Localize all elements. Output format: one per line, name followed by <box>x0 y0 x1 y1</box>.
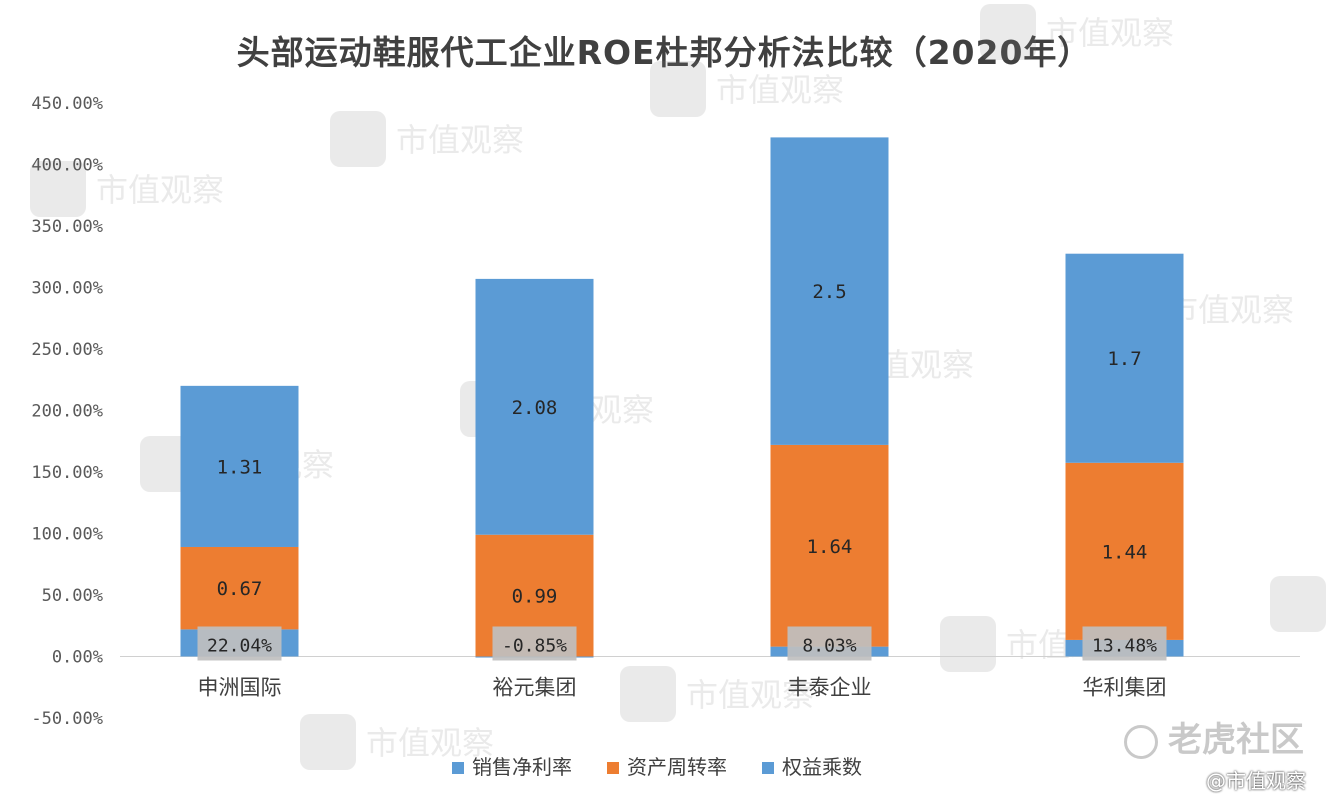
watermark-logo-icon <box>30 161 86 217</box>
chart-title: 头部运动鞋服代工企业ROE杜邦分析法比较（2020年） <box>236 33 1092 72</box>
data-label: 1.44 <box>1102 541 1148 563</box>
watermark-logo-icon <box>1270 576 1326 632</box>
data-label: 2.08 <box>512 397 558 419</box>
y-tick-label: 350.00% <box>31 217 103 237</box>
legend-swatch <box>452 762 464 774</box>
watermark-text: 市值观察 <box>1166 291 1294 329</box>
legend-swatch <box>762 762 774 774</box>
data-label-box <box>197 626 282 661</box>
y-tick-label: 400.00% <box>31 156 103 176</box>
watermark-logo-icon <box>980 4 1036 60</box>
watermark: 市值观察 <box>650 61 844 117</box>
watermark-text: 市值观察 <box>96 171 224 209</box>
watermark-text: 市值观察 <box>1046 14 1174 52</box>
watermark: 市值观察 <box>620 666 814 722</box>
y-tick-label: 300.00% <box>31 279 103 299</box>
y-tick-label: -50.00% <box>31 709 103 729</box>
watermark: 市值观察 <box>330 111 524 167</box>
watermark-text: 市值观察 <box>686 676 814 714</box>
data-label: -0.85% <box>502 636 567 657</box>
watermark-logo-icon <box>650 61 706 117</box>
data-label: 2.5 <box>812 281 846 303</box>
y-tick-label: 0.00% <box>52 648 103 668</box>
x-category-label: 裕元集团 <box>493 676 577 700</box>
data-label: 1.31 <box>217 456 263 478</box>
watermark: 市值观察 <box>980 4 1174 60</box>
bar-segment <box>770 444 889 647</box>
x-category-label: 申洲国际 <box>198 676 282 700</box>
data-label-box <box>787 626 872 661</box>
watermark-text: 市值观察 <box>396 121 524 159</box>
bar-segment <box>1065 462 1184 640</box>
watermark-logo-icon <box>620 666 676 722</box>
forum-watermark: 老虎社区 <box>1124 712 1304 761</box>
forum-name: 老虎社区 <box>1168 720 1304 760</box>
bar-segment <box>770 137 889 445</box>
bar-segment <box>180 546 299 630</box>
watermark: 市值观察 <box>30 161 224 217</box>
bar-segment <box>1065 253 1184 463</box>
tiger-logo-icon <box>1124 724 1158 759</box>
y-tick-label: 100.00% <box>31 525 103 545</box>
watermark-logo-icon <box>300 714 356 770</box>
legend-label: 销售净利率 <box>472 755 572 779</box>
y-tick-label: 250.00% <box>31 340 103 360</box>
watermark: 市值观察 <box>1270 576 1326 632</box>
data-label: 13.48% <box>1092 636 1157 657</box>
data-label: 1.7 <box>1107 348 1141 370</box>
watermark-logo-icon <box>940 616 996 672</box>
data-label: 22.04% <box>207 636 272 657</box>
data-label: 0.67 <box>217 578 263 600</box>
data-label: 8.03% <box>802 636 856 657</box>
legend-label: 资产周转率 <box>627 755 727 779</box>
credit-watermark: @市值观察 <box>1206 769 1306 793</box>
legend-swatch <box>607 762 619 774</box>
watermark-text: 市值观察 <box>366 724 494 762</box>
watermark-logo-icon <box>330 111 386 167</box>
data-label: 1.64 <box>807 536 853 558</box>
bar-segment <box>180 385 299 547</box>
y-tick-label: 450.00% <box>31 94 103 114</box>
bar-segment <box>475 278 594 535</box>
legend-label: 权益乘数 <box>782 755 862 779</box>
data-label-box <box>492 626 577 661</box>
x-category-label: 华利集团 <box>1083 676 1167 700</box>
y-tick-label: 50.00% <box>42 586 103 606</box>
data-label: 0.99 <box>512 586 558 608</box>
x-category-label: 丰泰企业 <box>788 676 872 700</box>
data-label-box <box>1082 626 1167 661</box>
y-tick-label: 200.00% <box>31 402 103 422</box>
y-tick-label: 150.00% <box>31 463 103 483</box>
watermark-text: 市值观察 <box>716 71 844 109</box>
watermark: 市值观察 <box>300 714 494 770</box>
